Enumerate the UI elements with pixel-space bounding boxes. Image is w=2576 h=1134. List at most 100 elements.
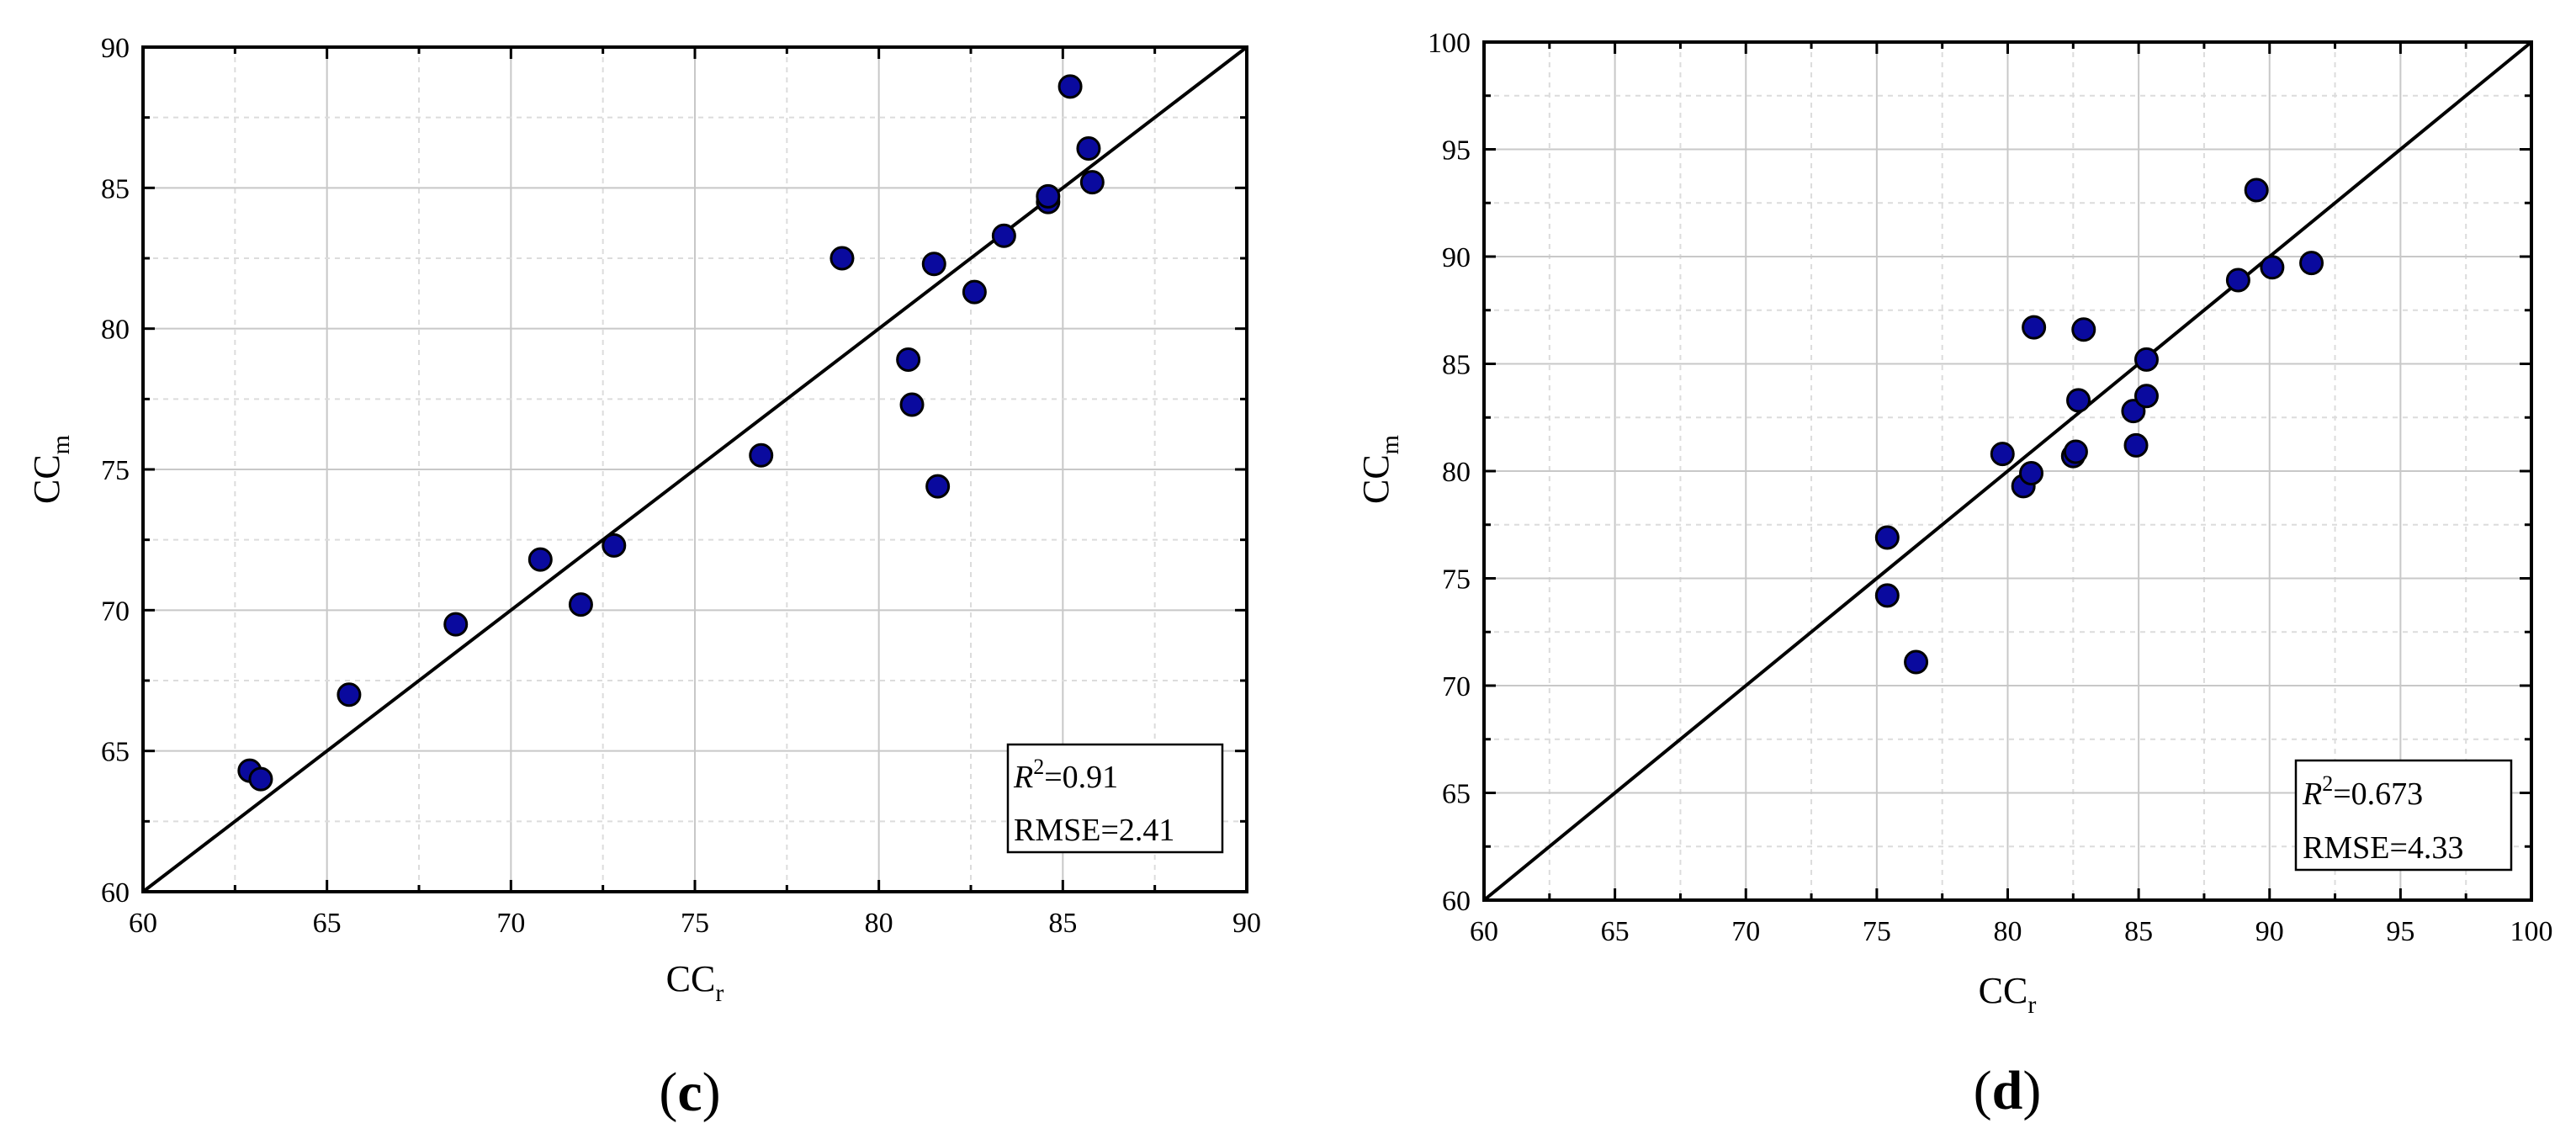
x-tick-label: 85	[2124, 916, 2153, 947]
x-axis-label: CCr	[1979, 970, 2037, 1019]
panel-label-letter: c	[677, 1062, 702, 1123]
data-point	[2121, 399, 2146, 424]
x-tick-label: 85	[1048, 908, 1077, 939]
y-axis-label-main: CC	[26, 454, 67, 504]
data-point	[2225, 268, 2250, 293]
x-tick-label: 100	[2510, 916, 2553, 947]
y-axis-label: CCm	[26, 435, 75, 504]
x-axis-label-sub: r	[715, 979, 724, 1007]
r-squared-text: R2=0.91	[1013, 755, 1118, 795]
x-tick-label: 65	[313, 908, 342, 939]
panel-label: (d)	[1974, 1060, 2042, 1121]
y-tick-label: 90	[101, 33, 130, 64]
y-tick-label: 65	[101, 737, 130, 768]
data-point	[2123, 432, 2149, 458]
y-tick-label: 75	[101, 455, 130, 486]
r-squared-superscript: 2	[1033, 755, 1044, 779]
data-point	[2071, 317, 2096, 342]
data-point	[527, 547, 553, 572]
panel-label-close: )	[702, 1062, 721, 1123]
y-tick-label: 70	[101, 596, 130, 627]
panel-label-close: )	[2022, 1060, 2041, 1121]
data-point	[443, 612, 469, 637]
y-tick-label: 100	[1428, 28, 1471, 59]
x-tick-label: 60	[1470, 916, 1498, 947]
y-tick-label: 60	[101, 877, 130, 909]
r-squared-value: =0.673	[2333, 776, 2423, 812]
data-point	[1904, 649, 1929, 675]
reference-line-1-1	[1482, 40, 2533, 902]
data-point	[1076, 135, 1101, 161]
data-point	[248, 766, 273, 792]
x-tick-label: 75	[681, 908, 709, 939]
y-tick-label: 85	[1442, 350, 1471, 381]
data-point	[899, 392, 925, 417]
x-axis-label-main: CC	[666, 958, 716, 999]
x-tick-label: 60	[129, 908, 157, 939]
x-tick-label: 75	[1863, 916, 1891, 947]
data-point	[921, 252, 946, 277]
stats-box-frame	[2294, 759, 2513, 872]
y-tick-label: 95	[1442, 135, 1471, 167]
data-point	[925, 474, 951, 499]
ticks	[1482, 40, 2533, 902]
x-axis-label: CCr	[666, 958, 724, 1007]
data-point	[2063, 439, 2088, 464]
x-tick-label: 70	[496, 908, 525, 939]
data-point	[830, 246, 855, 271]
data-point	[2133, 347, 2159, 372]
y-tick-label: 90	[1442, 242, 1471, 273]
y-tick-label: 80	[101, 315, 130, 346]
y-axis-label-sub: m	[1376, 435, 1404, 454]
r-squared-symbol: R	[2302, 776, 2322, 812]
data-point	[962, 279, 987, 305]
x-tick-label: 95	[2386, 916, 2414, 947]
data-point	[2299, 251, 2324, 276]
panel-label-letter: d	[1992, 1060, 2023, 1121]
data-point	[1079, 170, 1105, 195]
data-point	[1874, 525, 1900, 550]
x-tick-label: 70	[1731, 916, 1760, 947]
y-tick-label: 60	[1442, 886, 1471, 917]
data-point	[2022, 315, 2047, 340]
rmse-text: RMSE=2.41	[1014, 813, 1174, 848]
data-point	[2019, 461, 2044, 486]
data-point	[568, 592, 593, 617]
rmse-text: RMSE=4.33	[2303, 830, 2463, 866]
data-point	[1036, 183, 1061, 209]
data-point	[991, 223, 1016, 248]
y-tick-label: 85	[101, 173, 130, 204]
y-tick-label: 70	[1442, 671, 1471, 702]
x-tick-label: 80	[865, 908, 893, 939]
r-squared-text: R2=0.673	[2302, 771, 2423, 812]
stats-box: R2=0.673 RMSE=4.33	[2294, 759, 2513, 872]
panel-c: 60 65 70 75 80 85 9060657075808590CCrCCmR2=0.9…	[26, 33, 1261, 1123]
r-squared-value: =0.91	[1044, 760, 1118, 795]
x-axis-label-sub: r	[2027, 991, 2036, 1019]
data-points	[237, 74, 1105, 792]
data-point	[2133, 384, 2159, 409]
panel-label-open: (	[1974, 1060, 1992, 1121]
reference-line-1-1	[141, 45, 1248, 893]
data-point	[1990, 442, 2015, 467]
data-point	[1057, 74, 1083, 99]
x-tick-label: 90	[1232, 908, 1261, 939]
y-axis-label-main: CC	[1355, 454, 1397, 504]
y-axis-label: CCm	[1355, 435, 1404, 504]
y-tick-label: 65	[1442, 779, 1471, 810]
x-tick-label: 90	[2255, 916, 2284, 947]
data-point	[1874, 583, 1900, 608]
panel-label: (c)	[659, 1062, 720, 1123]
data-points	[1874, 178, 2324, 675]
panel-label-open: (	[659, 1062, 677, 1123]
data-point	[2260, 255, 2285, 280]
data-point	[749, 442, 774, 468]
stats-box-frame	[1006, 743, 1224, 854]
data-point	[2244, 178, 2269, 203]
panel-d: 60 65 70 75 80 85 90 95 100 60 65 70 75 80 85 90 95 100 CC…	[1355, 28, 2553, 1121]
data-point	[896, 347, 921, 372]
data-point	[337, 682, 362, 707]
x-tick-label: 80	[1994, 916, 2022, 947]
stats-box: R2=0.91 RMSE=2.41	[1006, 743, 1224, 854]
